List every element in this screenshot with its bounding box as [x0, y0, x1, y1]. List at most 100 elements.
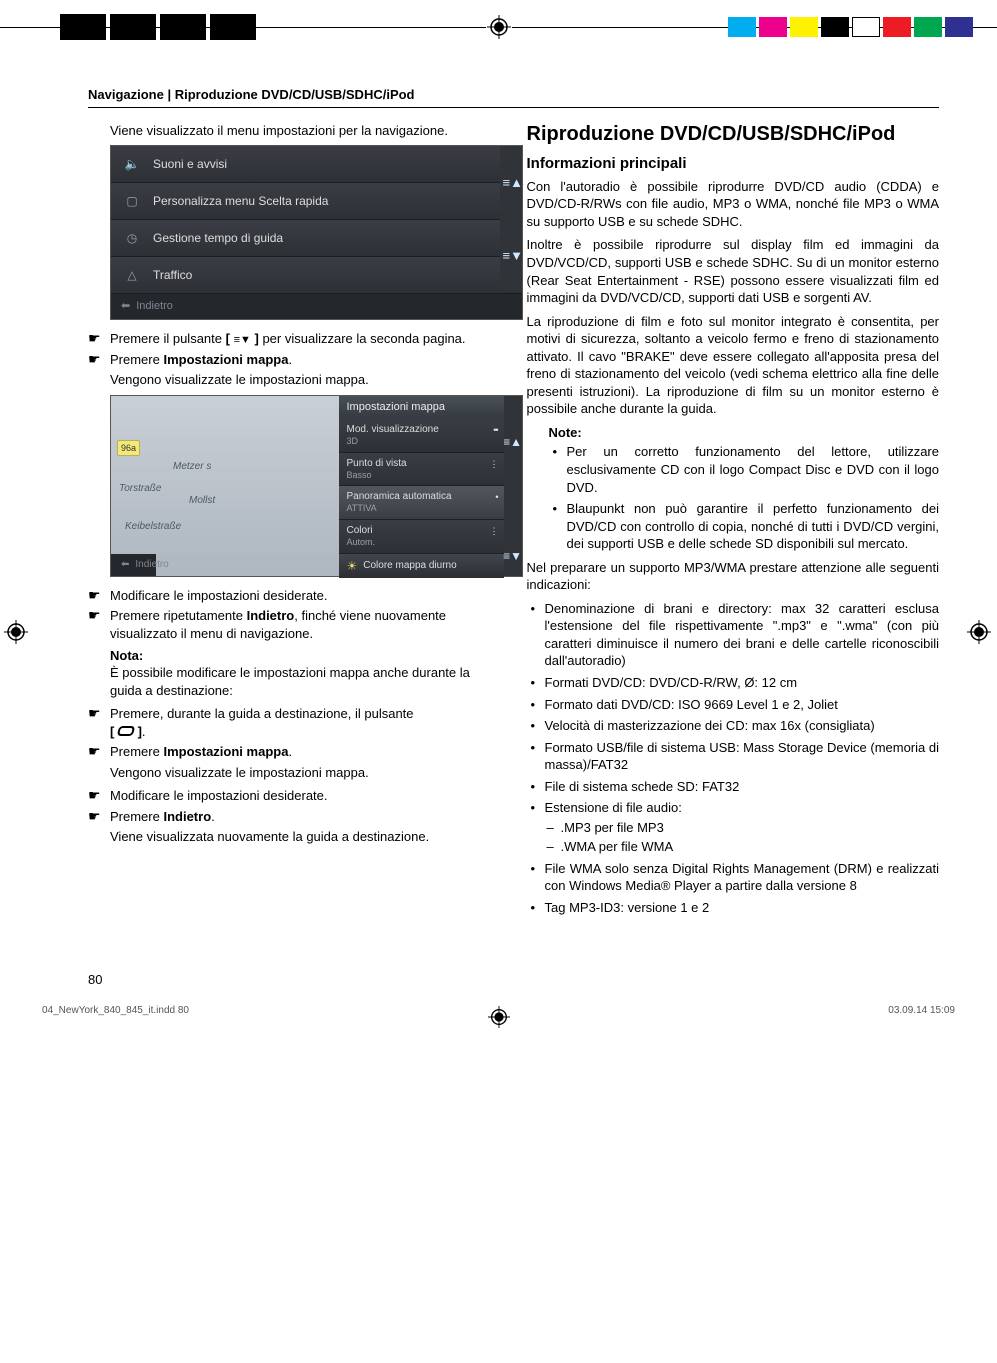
- instruction-step: ☛ Modificare le impostazioni desiderate.: [88, 587, 501, 605]
- street-label: Metzer s: [173, 460, 211, 474]
- pointer-icon: ☛: [88, 705, 110, 722]
- list-item: Blaupunkt non può garantire il perfetto …: [549, 500, 940, 553]
- section-title: Riproduzione DVD/CD/USB/SDHC/iPod: [527, 122, 940, 146]
- list-item: Estensione di file audio: .MP3 per file …: [527, 799, 940, 856]
- pointer-icon: ☛: [88, 787, 110, 804]
- page-content: Navigazione | Riproduzione DVD/CD/USB/SD…: [0, 46, 997, 998]
- scroll-up-icon: ≡▲: [503, 434, 522, 450]
- footer-filename: 04_NewYork_840_845_it.indd 80: [42, 1004, 189, 1018]
- sub-list: .MP3 per file MP3 .WMA per file WMA: [545, 819, 940, 856]
- screenshot-map-settings: 96a Metzer s Torstraße Mollst Keibelstra…: [110, 395, 523, 577]
- panel-title: Impostazioni mappa: [339, 396, 504, 419]
- back-label: Indietro: [136, 299, 173, 314]
- menu-label: Suoni e avvisi: [153, 156, 227, 172]
- scroll-down-icon: ≡▼: [503, 247, 519, 263]
- scrollbar[interactable]: ≡▲ ≡▼: [500, 146, 522, 291]
- imposition-footer: 04_NewYork_840_845_it.indd 80 03.09.14 1…: [0, 998, 997, 1036]
- note-heading: Nota:: [110, 647, 501, 665]
- folder-icon: ▢: [121, 192, 143, 210]
- paragraph: La riproduzione di film e foto sul monit…: [527, 313, 940, 418]
- menu-row[interactable]: 🔈 Suoni e avvisi: [111, 146, 522, 183]
- list-item: Formati DVD/CD: DVD/CD-R/RW, Ø: 12 cm: [527, 674, 940, 692]
- instruction-step: ☛ Premere Impostazioni mappa.: [88, 743, 501, 761]
- pointer-icon: ☛: [88, 743, 110, 760]
- sun-icon: ☀: [347, 558, 358, 574]
- page-number: 80: [88, 971, 939, 989]
- instruction-step: ☛ Premere Indietro.: [88, 808, 501, 826]
- setting-item[interactable]: Panoramica automatica ATTIVA •: [339, 486, 504, 520]
- menu-row[interactable]: ▢ Personalizza menu Scelta rapida: [111, 183, 522, 220]
- paragraph: Nel preparare un supporto MP3/WMA presta…: [527, 559, 940, 594]
- menu-label: Personalizza menu Scelta rapida: [153, 193, 328, 209]
- map-preview: 96a Metzer s Torstraße Mollst Keibelstra…: [111, 396, 339, 576]
- setting-item[interactable]: Punto di vista Basso ⋮: [339, 453, 504, 487]
- note-list: Per un corretto funzionamento del lettor…: [549, 443, 940, 552]
- setting-item[interactable]: ☀ Colore mappa diurno: [339, 554, 504, 578]
- paragraph: Con l'autoradio è possibile riprodurre D…: [527, 178, 940, 231]
- menu-label: Gestione tempo di guida: [153, 230, 283, 246]
- clock-icon: ◷: [121, 229, 143, 247]
- page-header: Navigazione | Riproduzione DVD/CD/USB/SD…: [88, 86, 939, 108]
- intro-text: Viene visualizzato il menu impostazioni …: [110, 122, 501, 140]
- left-column: Viene visualizzato il menu impostazioni …: [88, 122, 501, 923]
- street-label: Torstraße: [119, 482, 161, 496]
- note-box: Note: Per un corretto funzionamento del …: [549, 424, 940, 553]
- setting-item[interactable]: Colori Autom. ⋮: [339, 520, 504, 554]
- list-item: Formato dati DVD/CD: ISO 9669 Level 1 e …: [527, 696, 940, 714]
- right-swatches: [725, 14, 973, 40]
- registration-mark-left: [4, 620, 30, 646]
- street-label: Mollst: [189, 494, 215, 508]
- paragraph: Inoltre è possibile riprodurre sul displ…: [527, 236, 940, 306]
- back-bar[interactable]: ⬅ Indietro: [111, 554, 156, 576]
- pointer-icon: ☛: [88, 330, 110, 347]
- menu-label: Traffico: [153, 267, 192, 283]
- registration-mark-top: [486, 14, 512, 40]
- pointer-icon: ☛: [88, 351, 110, 368]
- result-text: Vengono visualizzate le impostazioni map…: [110, 764, 501, 782]
- left-swatches: [60, 14, 260, 40]
- street-label: Keibelstraße: [125, 520, 181, 534]
- instruction-step: ☛ Premere il pulsante [ ≡▼ ] per visuali…: [88, 330, 501, 348]
- screenshot-nav-menu: 🔈 Suoni e avvisi ▢ Personalizza menu Sce…: [110, 145, 523, 320]
- right-column: Riproduzione DVD/CD/USB/SDHC/iPod Inform…: [527, 122, 940, 923]
- spec-list: Denominazione di brani e directory: max …: [527, 600, 940, 917]
- speaker-icon: 🔈: [121, 155, 143, 173]
- instruction-step: ☛ Modificare le impostazioni desiderate.: [88, 787, 501, 805]
- more-icon: ⋮: [490, 459, 498, 470]
- note-heading: Note:: [549, 424, 940, 442]
- list-item: Per un corretto funzionamento del lettor…: [549, 443, 940, 496]
- pointer-icon: ☛: [88, 808, 110, 825]
- scrollbar[interactable]: ≡▲ ≡▼: [504, 396, 522, 576]
- pointer-icon: ☛: [88, 607, 110, 624]
- list-item: .MP3 per file MP3: [545, 819, 940, 837]
- note-box: Nota: È possibile modificare le impostaz…: [110, 647, 501, 700]
- registration-mark-right: [967, 620, 993, 646]
- back-arrow-icon: ⬅: [121, 558, 129, 572]
- instruction-step: ☛ Premere ripetutamente Indietro, finché…: [88, 607, 501, 642]
- back-bar[interactable]: ⬅ Indietro: [111, 294, 522, 319]
- more-icon: ⋮: [490, 526, 498, 537]
- instruction-step: ☛ Premere, durante la guida a destinazio…: [88, 705, 501, 740]
- list-item: File WMA solo senza Digital Rights Manag…: [527, 860, 940, 895]
- scroll-down-icon: ≡▼: [503, 548, 522, 564]
- menu-row[interactable]: △ Traffico: [111, 257, 522, 294]
- note-body: È possibile modificare le impostazioni m…: [110, 664, 501, 699]
- more-icon: •: [495, 492, 497, 503]
- list-item: Tag MP3-ID3: versione 1 e 2: [527, 899, 940, 917]
- registration-mark-bottom: [488, 1006, 510, 1028]
- instruction-step: ☛ Premere Impostazioni mappa.: [88, 351, 501, 369]
- subheading: Informazioni principali: [527, 154, 940, 174]
- result-text: Viene visualizzata nuovamente la guida a…: [110, 828, 501, 846]
- footer-timestamp: 03.09.14 15:09: [888, 1004, 955, 1018]
- pointer-icon: ☛: [88, 587, 110, 604]
- setting-item[interactable]: Mod. visualizzazione 3D ••: [339, 419, 504, 453]
- print-color-bar: [0, 14, 997, 40]
- list-item: File di sistema schede SD: FAT32: [527, 778, 940, 796]
- back-label: Indietro: [135, 558, 168, 572]
- back-arrow-icon: ⬅: [121, 299, 130, 314]
- menu-row[interactable]: ◷ Gestione tempo di guida: [111, 220, 522, 257]
- list-item: Formato USB/file di sistema USB: Mass St…: [527, 739, 940, 774]
- list-item: Denominazione di brani e directory: max …: [527, 600, 940, 670]
- traffic-icon: △: [121, 266, 143, 284]
- scroll-up-icon: ≡▲: [503, 174, 519, 190]
